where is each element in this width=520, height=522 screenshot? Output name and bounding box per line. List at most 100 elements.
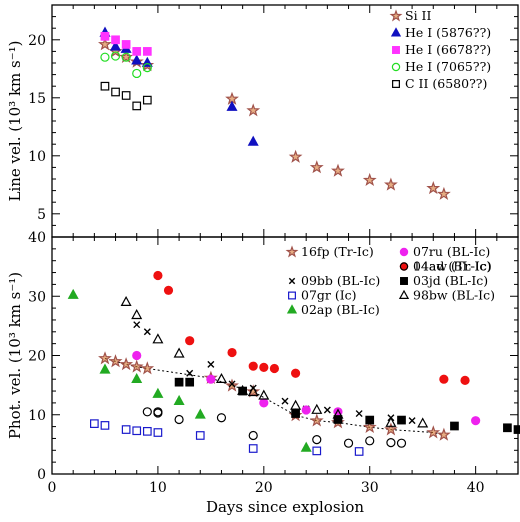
data-point [248, 444, 258, 453]
legend-marker-shape [391, 62, 401, 72]
data-point [386, 437, 396, 448]
y-tick-label: 15 [28, 91, 46, 107]
data-point-shape [312, 435, 322, 445]
data-point [365, 436, 375, 446]
legend-label: He I (6678??) [405, 42, 491, 57]
data-point [439, 374, 449, 384]
data-point-shape [311, 403, 323, 414]
data-point-shape [290, 368, 301, 378]
data-point-shape [129, 359, 144, 373]
data-point-shape [108, 354, 123, 368]
y-tick-label: 30 [28, 289, 46, 305]
data-point-shape [152, 387, 164, 398]
data-point [121, 40, 131, 49]
data-point [142, 47, 152, 56]
data-point-shape [309, 160, 324, 174]
data-point [333, 415, 343, 424]
data-point-shape [396, 438, 407, 448]
data-point [259, 398, 269, 408]
data-point-shape [140, 361, 155, 375]
data-point [385, 416, 397, 427]
legend-label: He I (7065??) [405, 59, 491, 74]
data-point [174, 414, 184, 425]
legend-marker-shape [288, 277, 296, 285]
data-point [247, 385, 259, 397]
x-tick-label: 0 [48, 480, 57, 496]
data-point-shape [269, 363, 280, 374]
data-point-shape [312, 446, 322, 456]
data-point-shape [362, 172, 377, 187]
data-point [132, 101, 142, 111]
x-tick-label: 40 [467, 480, 485, 496]
data-point [397, 415, 406, 425]
data-point-shape [98, 37, 112, 51]
data-point [300, 441, 312, 452]
data-point [436, 186, 451, 200]
legend-marker-shape [400, 277, 408, 285]
legend-marker [285, 245, 299, 258]
data-point [417, 417, 429, 428]
series-14ad [153, 270, 470, 385]
data-point-shape [174, 377, 184, 387]
data-point-shape [288, 149, 303, 163]
data-point [408, 417, 416, 425]
data-point [110, 51, 121, 61]
data-point [247, 135, 259, 146]
data-point [384, 422, 398, 436]
y-tick-label: 40 [28, 230, 46, 246]
data-point-shape [460, 375, 470, 385]
legend-marker [288, 277, 296, 285]
data-point [365, 415, 375, 425]
data-point [323, 406, 331, 414]
data-point-shape [300, 441, 312, 452]
data-point [290, 368, 301, 378]
legend-marker-shape [389, 9, 403, 22]
data-point [426, 180, 441, 195]
data-point [248, 361, 258, 371]
data-point [503, 423, 512, 433]
data-point [362, 419, 377, 434]
data-point [121, 52, 131, 62]
legend-marker [390, 27, 402, 37]
data-point-shape [142, 426, 152, 436]
y-tick-label: 0 [37, 467, 46, 483]
data-point [426, 425, 441, 439]
data-point-shape [365, 436, 375, 446]
data-point [132, 426, 142, 436]
legend: Si II He I (5876??) He I (6678??) He I (706… [389, 8, 491, 91]
series-07gr [90, 419, 364, 456]
legend-label: 09bb (BL-Ic) [301, 273, 380, 288]
data-point-shape [354, 447, 364, 456]
legend-marker-shape [390, 27, 402, 37]
data-point [111, 87, 120, 97]
data-point-shape [237, 384, 249, 395]
data-point-shape [228, 380, 236, 388]
data-point [153, 270, 163, 281]
data-point-shape [173, 394, 185, 405]
legend-marker-shape [398, 289, 410, 299]
data-point-shape [436, 427, 451, 441]
data-point [131, 54, 143, 65]
series-03jd [174, 377, 520, 434]
data-point-shape [100, 31, 110, 41]
legend-label: 03jd (BL-Ic) [413, 273, 488, 288]
data-point [111, 35, 120, 45]
data-point [384, 177, 398, 191]
data-point [121, 425, 131, 434]
data-point [290, 399, 302, 410]
legend-marker-shape [399, 247, 409, 257]
data-point [173, 347, 185, 358]
y-tick-label: 5 [37, 207, 46, 223]
data-point-shape [291, 409, 300, 418]
data-point [132, 68, 142, 79]
data-point-shape [121, 52, 131, 62]
data-point-shape [142, 63, 152, 73]
data-point-shape [225, 378, 239, 392]
data-point [281, 397, 289, 405]
legend-marker [392, 80, 400, 88]
series-07ru [132, 350, 481, 426]
data-point-shape [471, 416, 481, 426]
data-point-shape [216, 413, 227, 423]
data-point-shape [362, 419, 377, 434]
data-point-shape [132, 68, 142, 79]
